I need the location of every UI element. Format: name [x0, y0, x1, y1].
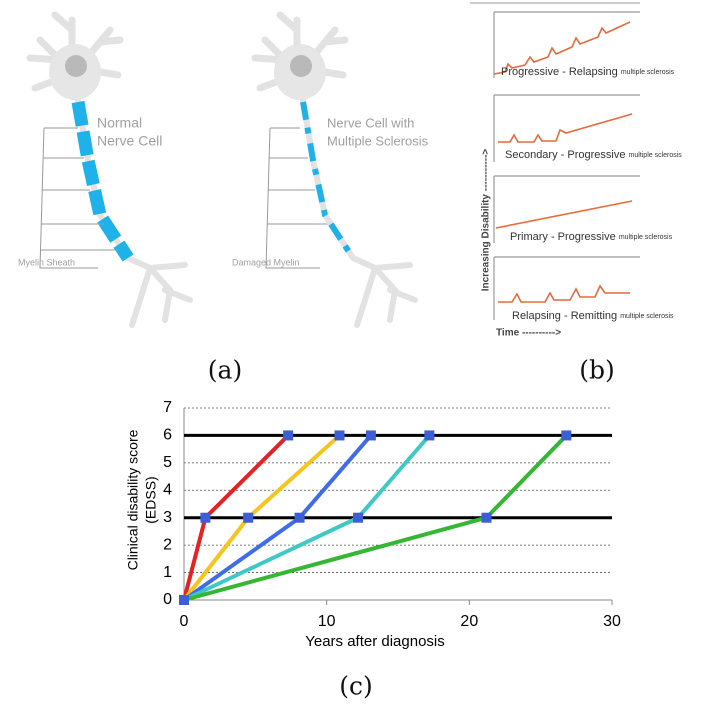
ms-label: Multiple Sclerosis: [327, 133, 429, 148]
course-name: Relapsing - Remitting: [512, 310, 617, 322]
normal-neuron: [26, 11, 193, 328]
marker: [243, 512, 254, 523]
course-suffix: multiple sclerosis: [629, 152, 683, 159]
normal-label: Normal: [97, 115, 142, 131]
y-tick-label: 1: [163, 564, 172, 581]
marker: [200, 512, 211, 523]
course-label: Progressive - Relapsing multiple scleros…: [501, 66, 675, 78]
ms-label: Nerve Cell with: [327, 115, 414, 130]
course-label: Primary - Progressive multiple sclerosis: [510, 231, 673, 243]
y-tick-label: 0: [163, 591, 172, 608]
course-ylabel: Increasing Disability ----------->: [481, 149, 492, 292]
sheath-bracket: [39, 127, 330, 269]
marker: [481, 512, 492, 523]
course-label: Secondary - Progressive multiple scleros…: [505, 149, 682, 161]
x-tick-label: 30: [603, 613, 621, 630]
course-suffix: multiple sclerosis: [621, 69, 675, 76]
y-axis-label: Clinical disability score: [125, 429, 141, 570]
y-tick-label: 4: [163, 482, 172, 499]
caption: (c): [339, 672, 373, 701]
x-tick-label: 20: [460, 613, 478, 630]
ms-neuron: [251, 11, 418, 328]
x-tick-label: 0: [180, 613, 189, 630]
y-tick-label: 3: [163, 509, 172, 526]
course-name: Primary - Progressive: [510, 231, 616, 243]
course-diagrams: [493, 11, 640, 320]
course-name: Secondary - Progressive: [505, 149, 625, 161]
damaged-label: Damaged Myelin: [232, 257, 300, 267]
y-axis-label: (EDSS): [143, 476, 159, 523]
course-suffix: multiple sclerosis: [619, 234, 673, 241]
marker: [561, 430, 572, 441]
y-tick-label: 2: [163, 536, 172, 553]
normal-label: Nerve Cell: [97, 133, 162, 149]
course-xlabel: Time ---------->: [496, 328, 561, 339]
marker: [283, 430, 294, 441]
marker: [179, 595, 189, 605]
course-suffix: multiple sclerosis: [620, 313, 674, 320]
course-label: Relapsing - Remitting multiple sclerosis: [512, 310, 674, 322]
marker: [424, 430, 435, 441]
marker: [294, 512, 305, 523]
x-tick-label: 10: [318, 613, 336, 630]
marker: [334, 430, 345, 441]
marker: [353, 512, 364, 523]
y-tick-label: 6: [163, 427, 172, 444]
course-name: Progressive - Relapsing: [501, 66, 618, 78]
x-axis-label: Years after diagnosis: [305, 633, 445, 650]
caption: (a): [208, 356, 242, 385]
caption: (b): [579, 356, 615, 385]
y-tick-label: 7: [163, 399, 172, 416]
marker: [365, 430, 376, 441]
y-tick-label: 5: [163, 454, 172, 471]
sheath-label: Myelin Sheath: [18, 257, 75, 267]
